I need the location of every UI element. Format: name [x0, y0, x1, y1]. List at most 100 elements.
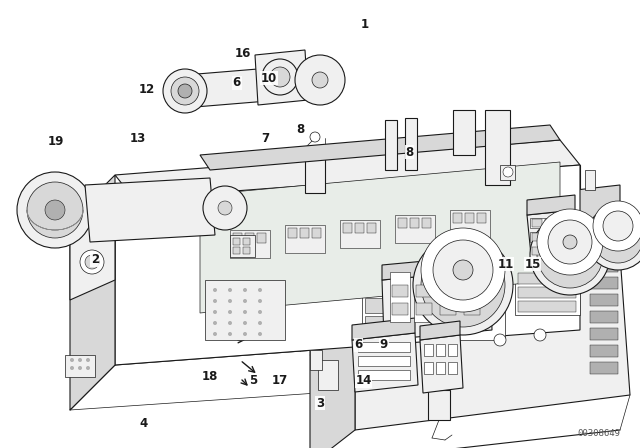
Bar — [390, 272, 410, 322]
Bar — [450, 210, 490, 238]
Bar — [477, 213, 486, 223]
Circle shape — [228, 299, 232, 303]
Bar — [462, 272, 482, 322]
Circle shape — [17, 172, 93, 248]
Bar — [453, 213, 462, 223]
Bar — [436, 344, 445, 356]
Bar — [532, 233, 542, 241]
Text: 17: 17 — [271, 374, 288, 388]
Polygon shape — [70, 175, 115, 410]
Text: 00308649: 00308649 — [577, 429, 620, 438]
Bar — [532, 247, 542, 255]
Text: 1: 1 — [361, 18, 369, 31]
Polygon shape — [310, 215, 355, 448]
Text: 6: 6 — [233, 76, 241, 90]
Text: 6: 6 — [355, 338, 362, 352]
Bar — [558, 233, 568, 241]
Bar — [590, 328, 618, 340]
Bar — [257, 233, 266, 243]
Bar — [233, 247, 240, 254]
Bar — [465, 213, 474, 223]
Circle shape — [413, 235, 513, 335]
Bar — [310, 350, 322, 370]
Circle shape — [80, 250, 104, 274]
Bar — [532, 219, 542, 227]
Bar — [288, 228, 297, 238]
Circle shape — [258, 288, 262, 292]
Bar — [590, 260, 618, 272]
Polygon shape — [200, 125, 560, 170]
Circle shape — [86, 366, 90, 370]
Bar — [453, 110, 475, 155]
Circle shape — [228, 310, 232, 314]
Bar — [558, 219, 568, 227]
Text: 7: 7 — [262, 132, 269, 146]
Bar — [590, 311, 618, 323]
Circle shape — [421, 228, 505, 312]
Bar — [395, 215, 435, 243]
Bar — [545, 247, 555, 255]
Polygon shape — [115, 165, 580, 365]
Bar — [545, 219, 555, 227]
Text: 9: 9 — [380, 338, 388, 352]
Bar — [424, 344, 433, 356]
Circle shape — [213, 299, 217, 303]
Bar — [230, 235, 255, 257]
Circle shape — [537, 222, 603, 288]
Circle shape — [603, 211, 633, 241]
Bar — [485, 110, 510, 185]
Circle shape — [228, 288, 232, 292]
Circle shape — [270, 67, 290, 87]
Text: 10: 10 — [260, 72, 277, 85]
Circle shape — [27, 182, 83, 238]
Bar — [448, 344, 457, 356]
Bar — [233, 233, 242, 243]
Circle shape — [312, 72, 328, 88]
Bar — [312, 228, 321, 238]
Circle shape — [561, 246, 579, 264]
Polygon shape — [185, 68, 280, 107]
Bar — [425, 285, 505, 340]
Circle shape — [451, 273, 475, 297]
Text: 5: 5 — [249, 374, 257, 388]
Bar — [414, 272, 434, 322]
Text: 2: 2 — [91, 253, 99, 267]
Polygon shape — [355, 185, 620, 285]
Polygon shape — [527, 210, 580, 265]
Circle shape — [494, 334, 506, 346]
Polygon shape — [420, 321, 460, 340]
Circle shape — [295, 55, 345, 105]
Bar — [392, 285, 408, 297]
Circle shape — [593, 213, 640, 263]
Bar — [358, 356, 410, 366]
Circle shape — [171, 77, 199, 105]
Circle shape — [228, 332, 232, 336]
Bar — [243, 238, 250, 245]
Bar — [410, 218, 419, 228]
Polygon shape — [420, 335, 463, 393]
Bar — [300, 228, 309, 238]
Bar — [518, 301, 576, 312]
Circle shape — [258, 332, 262, 336]
Text: 16: 16 — [235, 47, 252, 60]
Circle shape — [537, 209, 603, 275]
Text: 19: 19 — [48, 134, 65, 148]
Bar — [365, 298, 413, 313]
Bar — [440, 303, 456, 315]
Polygon shape — [355, 255, 630, 430]
Bar — [590, 362, 618, 374]
Circle shape — [560, 215, 570, 225]
Bar — [205, 280, 285, 340]
Bar — [233, 238, 240, 245]
Bar — [438, 272, 458, 322]
Circle shape — [593, 201, 640, 251]
Circle shape — [243, 288, 247, 292]
Bar — [392, 303, 408, 315]
Text: 11: 11 — [497, 258, 514, 271]
Circle shape — [433, 240, 493, 300]
Circle shape — [228, 321, 232, 325]
Bar — [585, 170, 595, 190]
Bar — [355, 223, 364, 233]
Bar — [358, 370, 410, 380]
Circle shape — [243, 299, 247, 303]
